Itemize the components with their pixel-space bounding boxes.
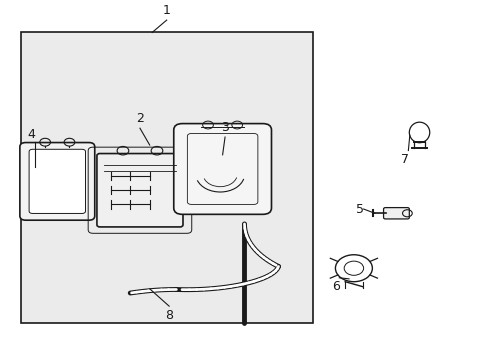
Text: 8: 8: [165, 309, 173, 322]
Text: 6: 6: [331, 280, 339, 293]
FancyBboxPatch shape: [173, 123, 271, 214]
Text: 1: 1: [163, 4, 170, 17]
Text: 2: 2: [136, 112, 143, 125]
Text: 7: 7: [400, 153, 408, 166]
Text: 3: 3: [221, 121, 228, 134]
FancyBboxPatch shape: [29, 149, 85, 213]
Text: 5: 5: [355, 203, 364, 216]
FancyBboxPatch shape: [97, 154, 183, 227]
FancyBboxPatch shape: [383, 208, 408, 219]
FancyBboxPatch shape: [20, 143, 95, 220]
Text: 4: 4: [27, 127, 36, 141]
FancyBboxPatch shape: [21, 32, 312, 323]
